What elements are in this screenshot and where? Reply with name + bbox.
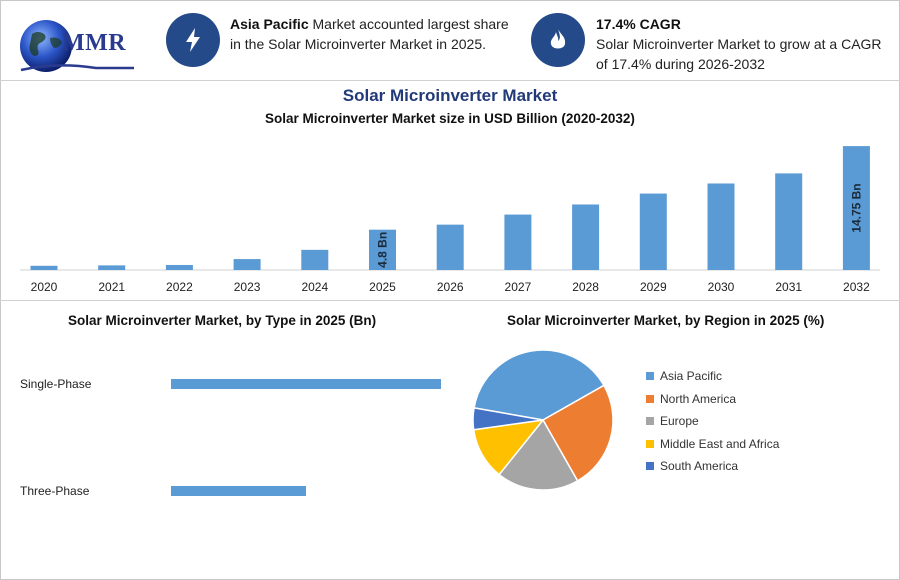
x-tick-label: 2030 xyxy=(708,280,735,294)
flame-icon xyxy=(531,13,585,67)
info-right-body: Solar Microinverter Market to grow at a … xyxy=(596,36,882,72)
bar-chart-title: Solar Microinverter Market size in USD B… xyxy=(265,111,635,126)
region-pie-chart xyxy=(472,349,614,491)
pie-slice-north-america xyxy=(541,384,614,482)
legend-swatch xyxy=(646,394,654,403)
data-label: 4.8 Bn xyxy=(376,232,390,268)
bar-2031 xyxy=(775,173,803,270)
logo-text: MMR xyxy=(62,30,127,56)
info-left-bold: Asia Pacific xyxy=(230,16,309,32)
legend-label: Middle East and Africa xyxy=(660,436,780,451)
market-size-bar-chart: 2020 2021 2022 2023 2024 2025 4.8 Bn 2026 2027 20… xyxy=(20,146,880,294)
x-tick-label: 2026 xyxy=(437,280,464,294)
bar-2028 xyxy=(572,204,600,270)
x-tick-label: 2023 xyxy=(234,280,261,294)
bar-single-phase xyxy=(171,379,441,389)
x-tick-label: 2027 xyxy=(505,280,532,294)
data-label: 14.75 Bn xyxy=(849,183,863,232)
legend-item: South America xyxy=(646,459,738,473)
x-tick-label: 2021 xyxy=(98,280,125,294)
bar-2023 xyxy=(233,259,261,270)
bar-2022 xyxy=(165,264,193,270)
info-right-text: 17.4% CAGR Solar Microinverter Market to… xyxy=(596,14,891,74)
x-tick-label: 2025 xyxy=(369,280,396,294)
legend-item: North America xyxy=(646,392,736,406)
info-left-text: Asia Pacific Market accounted largest sh… xyxy=(230,14,520,54)
mmr-logo xyxy=(20,20,134,72)
x-tick-label: 2029 xyxy=(640,280,667,294)
bar-three-phase xyxy=(171,486,306,496)
type-chart-title: Solar Microinverter Market, by Type in 2… xyxy=(68,313,377,328)
bar-2029 xyxy=(639,193,667,270)
x-tick-label: 2031 xyxy=(775,280,802,294)
legend-label: South America xyxy=(660,459,739,473)
pie-slice-europe xyxy=(498,418,579,491)
info-right-bold: 17.4% CAGR xyxy=(596,16,681,32)
lightning-bolt-icon xyxy=(166,13,220,67)
legend-label: North America xyxy=(660,391,737,406)
header-divider xyxy=(0,80,900,81)
legend-swatch xyxy=(646,417,654,425)
pie-slice-south-america xyxy=(472,406,544,431)
bar-2024 xyxy=(301,249,329,270)
legend-item: Europe xyxy=(646,414,699,428)
category-label: Three-Phase xyxy=(20,484,90,498)
legend-item: Asia Pacific xyxy=(646,369,722,383)
category-label: Single-Phase xyxy=(20,377,92,391)
x-tick-label: 2024 xyxy=(301,280,328,294)
bar-2027 xyxy=(504,214,532,270)
x-tick-label: 2020 xyxy=(31,280,58,294)
type-bar-chart: Single-Phase Three-Phase xyxy=(20,377,441,498)
legend-label: Asia Pacific xyxy=(660,369,723,383)
x-tick-label: 2022 xyxy=(166,280,193,294)
legend-swatch xyxy=(646,372,654,380)
legend-swatch xyxy=(646,439,654,448)
bar-2030 xyxy=(707,183,735,270)
legend-item: Middle East and Africa xyxy=(646,437,779,451)
region-chart-title: Solar Microinverter Market, by Region in… xyxy=(507,313,825,328)
pie-slice-asia-pacific xyxy=(473,349,605,421)
bar-2020 xyxy=(30,265,58,270)
x-tick-label: 2028 xyxy=(572,280,599,294)
info-left-body: Market accounted largest share in the So… xyxy=(230,16,509,52)
section-divider xyxy=(0,300,900,301)
legend-swatch xyxy=(646,462,654,470)
bar-2025 xyxy=(369,229,396,270)
bar-2021 xyxy=(98,265,126,270)
page-title: Solar Microinverter Market xyxy=(342,86,558,105)
bar-2026 xyxy=(436,224,464,270)
bar-2032 xyxy=(842,146,870,270)
x-tick-label: 2032 xyxy=(843,280,870,294)
legend-label: Europe xyxy=(660,414,699,428)
